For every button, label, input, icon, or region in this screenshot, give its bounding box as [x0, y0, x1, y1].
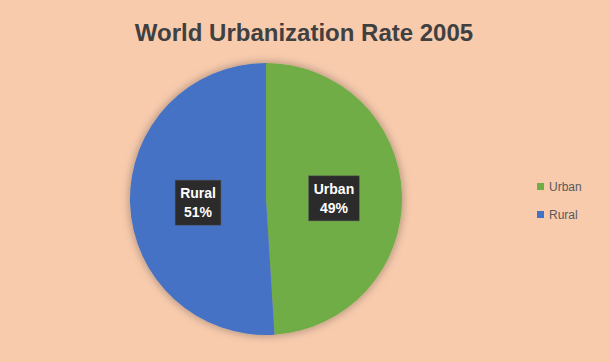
- legend-item: Rural: [537, 208, 578, 222]
- data-label: Urban 49%: [309, 176, 359, 221]
- pie: [130, 63, 402, 335]
- title: World Urbanization Rate 2005: [135, 19, 473, 46]
- legend-label: Urban: [549, 180, 582, 194]
- data-label-category: Rural: [180, 185, 216, 201]
- pie-slice: [130, 63, 275, 335]
- background: [0, 0, 609, 362]
- data-label-value: 49%: [320, 200, 349, 216]
- legend: Urban Rural: [537, 180, 582, 222]
- legend-label: Rural: [549, 208, 578, 222]
- legend-swatch: [537, 211, 544, 218]
- pie-slice: [266, 63, 402, 335]
- data-label-box: [309, 176, 359, 221]
- data-labels: Urban 49% Rural 51%: [175, 176, 359, 225]
- data-label-box: [175, 180, 221, 225]
- legend-item: Urban: [537, 180, 582, 194]
- data-label: Rural 51%: [175, 180, 221, 225]
- chart: World Urbanization Rate 2005 Urban 49% Rura…: [0, 0, 609, 362]
- data-label-category: Urban: [314, 181, 354, 197]
- data-label-value: 51%: [184, 204, 213, 220]
- legend-swatch: [537, 183, 544, 190]
